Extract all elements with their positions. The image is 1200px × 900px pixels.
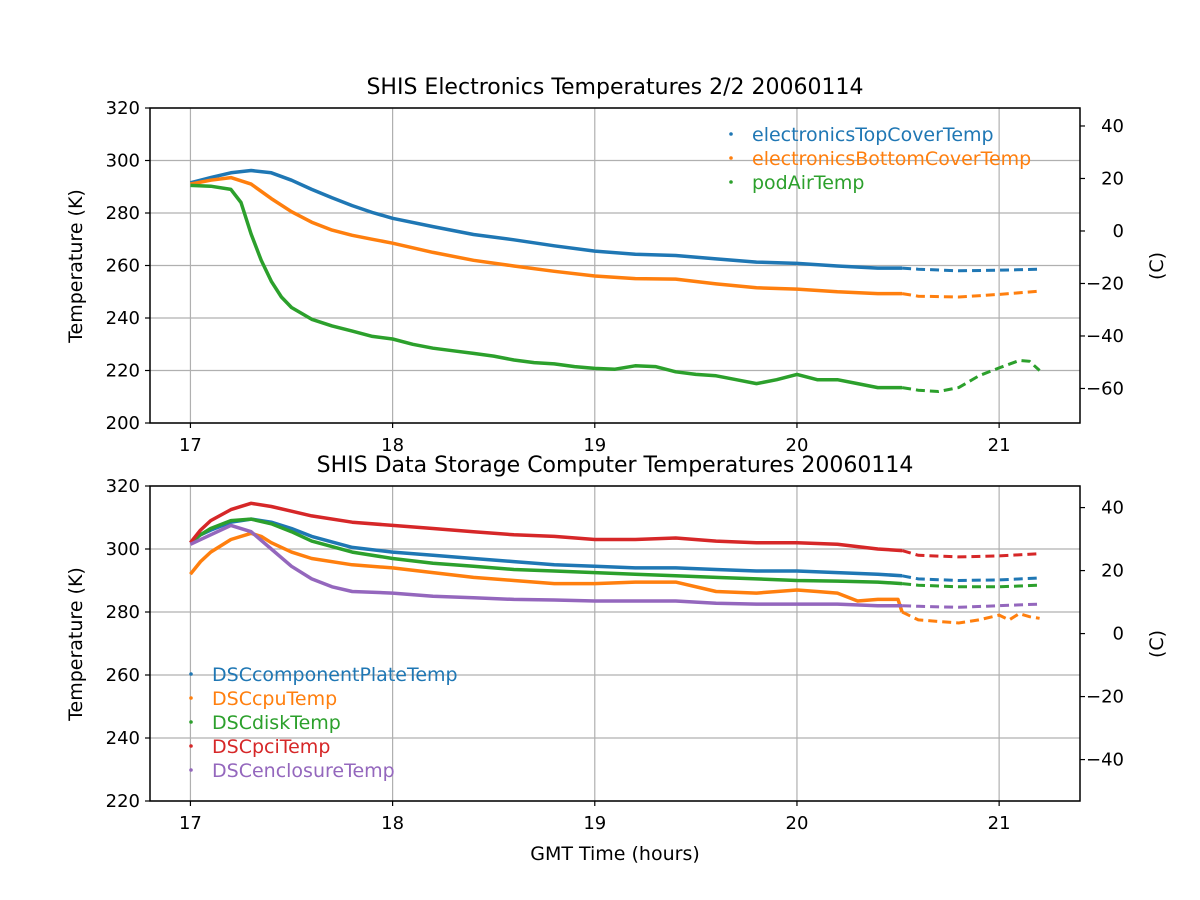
secondary-y-axis-label: (C) — [1146, 252, 1168, 280]
x-tick-label: 18 — [381, 813, 404, 834]
series-line-DSCpciTemp — [189, 501, 903, 553]
y-tick-label: 220 — [106, 791, 140, 812]
y2-tick-label: 20 — [1101, 168, 1124, 189]
legend-label: DSCcpuTemp — [212, 688, 337, 710]
y2-tick-label: 0 — [1113, 624, 1124, 645]
series-line-DSCcomponentPlateTemp-sparse — [901, 574, 1040, 583]
x-tick-label: 20 — [786, 435, 809, 456]
chart-title: SHIS Electronics Temperatures 2/2 200601… — [366, 75, 863, 100]
series-line-electronicsTopCoverTemp — [189, 168, 903, 270]
y2-tick-label: −20 — [1086, 687, 1124, 708]
x-tick-label: 18 — [381, 435, 404, 456]
legend-label: podAirTemp — [752, 172, 864, 194]
y-tick-label: 300 — [106, 539, 140, 560]
series-line-podAirTemp-sparse — [901, 358, 1041, 394]
plot-frame — [149, 107, 1081, 424]
legend-marker — [189, 672, 193, 676]
series-line-DSCdiskTemp-sparse — [901, 582, 1040, 589]
series-line-DSCcpuTemp-sparse — [901, 610, 1040, 625]
y-tick-label: 280 — [106, 203, 140, 224]
y-tick-label: 300 — [106, 151, 140, 172]
legend-label: DSCcomponentPlateTemp — [212, 664, 458, 686]
y-tick-label: 240 — [106, 728, 140, 749]
series-line-electronicsBottomCoverTemp — [190, 175, 903, 296]
legend: DSCcomponentPlateTempDSCcpuTempDSCdiskTe… — [189, 664, 458, 782]
legend-marker — [189, 744, 193, 748]
y-axis-label: Temperature (K) — [65, 189, 87, 344]
y-tick-label: 200 — [106, 413, 140, 434]
y-tick-label: 220 — [106, 361, 140, 382]
grid — [150, 107, 1080, 424]
series-line-electronicsBottomCoverTemp-sparse — [901, 289, 1040, 299]
x-tick-label: 19 — [583, 435, 606, 456]
series-line-DSCpciTemp-sparse — [901, 549, 1040, 559]
y2-tick-label: −20 — [1086, 273, 1124, 294]
series-line-electronicsTopCoverTemp-sparse — [901, 266, 1040, 273]
x-tick-label: 20 — [786, 813, 809, 834]
legend: electronicsTopCoverTempelectronicsBottom… — [729, 124, 1031, 194]
series-line-podAirTemp — [190, 183, 903, 390]
series-group — [189, 501, 1040, 625]
legend-label: electronicsBottomCoverTemp — [752, 148, 1031, 170]
y-tick-label: 240 — [106, 308, 140, 329]
chart-data-storage-computer-temperatures: SHIS Data Storage Computer Temperatures … — [65, 453, 1168, 834]
x-tick-label: 17 — [179, 813, 202, 834]
y2-tick-label: 40 — [1101, 498, 1124, 519]
legend-marker — [189, 720, 193, 724]
axes: 17 18 19 20 21200220240260280300320−60−40−20… — [106, 98, 1124, 456]
chart-electronics-temperatures: SHIS Electronics Temperatures 2/2 200601… — [65, 75, 1168, 456]
y-tick-label: 260 — [106, 665, 140, 686]
x-tick-label: 17 — [179, 435, 202, 456]
legend-label: DSCpciTemp — [212, 736, 330, 758]
legend-label: DSCenclosureTemp — [212, 760, 395, 782]
x-tick-label: 21 — [988, 813, 1011, 834]
legend-marker — [729, 180, 733, 184]
legend-marker — [729, 156, 733, 160]
y2-tick-label: −40 — [1086, 750, 1124, 771]
legend-marker — [729, 132, 733, 136]
plot-frame — [149, 485, 1081, 802]
y2-tick-label: −40 — [1086, 326, 1124, 347]
y2-tick-label: 0 — [1113, 221, 1124, 242]
chart-title: SHIS Data Storage Computer Temperatures … — [317, 453, 914, 478]
series-line-DSCdiskTemp — [189, 517, 903, 586]
legend-label: DSCdiskTemp — [212, 712, 341, 734]
axes: 17 18 19 20 21 220 240 260 280 300 320 −40 −20 0 20 40 — [106, 476, 1124, 834]
secondary-y-axis-label: (C) — [1146, 630, 1168, 658]
y-tick-label: 260 — [106, 256, 140, 277]
x-tick-label: 19 — [583, 813, 606, 834]
series-line-DSCenclosureTemp-sparse — [902, 602, 1040, 609]
legend-label: electronicsTopCoverTemp — [752, 124, 994, 146]
series-line-DSCenclosureTemp — [189, 523, 903, 608]
legend-marker — [189, 696, 193, 700]
y2-tick-label: 40 — [1101, 116, 1124, 137]
y2-tick-label: −60 — [1086, 378, 1124, 399]
y-tick-label: 320 — [106, 98, 140, 119]
y-tick-label: 320 — [106, 476, 140, 497]
legend-marker — [189, 768, 193, 772]
x-axis-label: GMT Time (hours) — [530, 843, 700, 865]
y2-tick-label: 20 — [1101, 561, 1124, 582]
y-tick-label: 280 — [106, 602, 140, 623]
x-tick-label: 21 — [988, 435, 1011, 456]
y-axis-label: Temperature (K) — [65, 567, 87, 722]
series-group — [189, 168, 1041, 394]
